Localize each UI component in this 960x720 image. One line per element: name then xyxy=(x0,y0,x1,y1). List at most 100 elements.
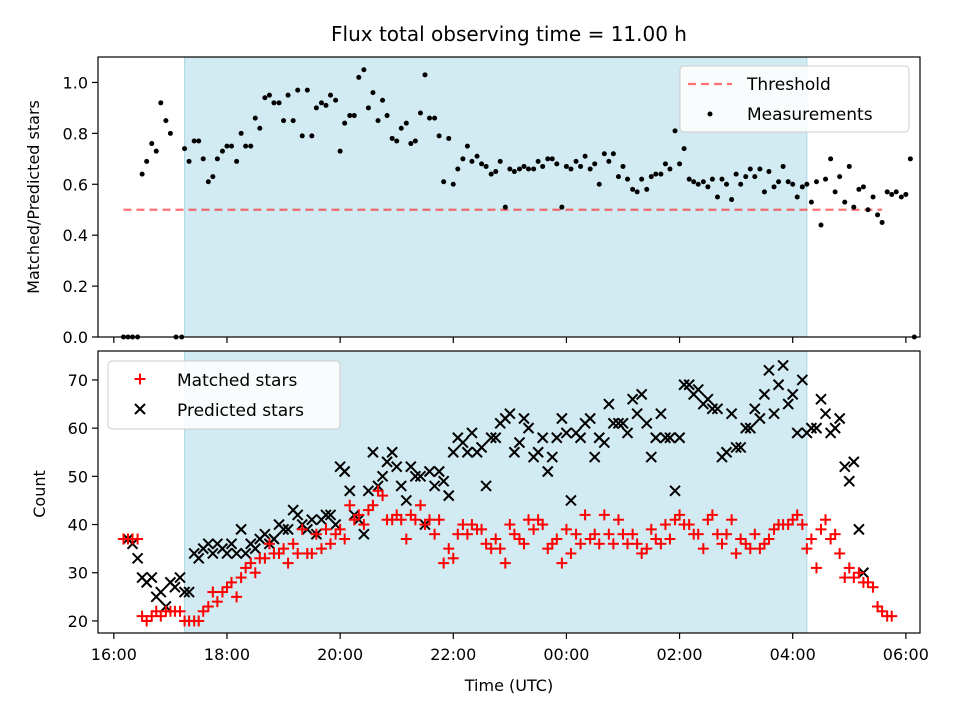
legend-measurements-swatch xyxy=(707,111,713,117)
measurement-point xyxy=(658,171,664,177)
matched-point xyxy=(749,528,761,540)
matched-point xyxy=(344,499,356,511)
top-legend-box xyxy=(679,65,910,133)
measurement-point xyxy=(200,156,206,162)
measurement-point xyxy=(182,146,188,152)
measurement-point xyxy=(163,118,169,124)
measurement-point xyxy=(776,179,782,185)
matched-point xyxy=(556,557,568,569)
predicted-point xyxy=(381,456,393,468)
bottom-panel: 20 30 40 50 60 70 16:00 18:00 20:00 22:00 00:00 02… xyxy=(30,350,929,695)
predicted-point xyxy=(282,523,294,536)
measurement-point xyxy=(648,174,654,180)
measurement-point xyxy=(323,102,329,108)
matched-point xyxy=(367,499,379,511)
measurement-point xyxy=(196,138,202,144)
measurement-point xyxy=(653,171,659,177)
measurement-point xyxy=(337,148,343,154)
y-tick-label: 0.2 xyxy=(63,277,88,296)
matched-point xyxy=(617,528,629,540)
predicted-point xyxy=(239,547,252,560)
measurement-point xyxy=(691,179,697,185)
measurement-point xyxy=(469,158,475,164)
measurement-point xyxy=(412,138,418,144)
matched-point xyxy=(141,615,153,627)
bottom-matched-points xyxy=(117,485,898,627)
matched-point xyxy=(683,519,695,531)
matched-point xyxy=(306,547,318,559)
measurement-point xyxy=(884,189,890,195)
matched-point xyxy=(834,547,846,559)
measurement-point xyxy=(464,143,470,149)
measurement-point xyxy=(285,92,291,98)
matched-point xyxy=(692,528,704,540)
measurement-point xyxy=(139,171,145,177)
matched-point xyxy=(438,557,450,569)
measurement-point xyxy=(446,135,452,141)
bottom-x-ticks: 16:00 18:00 20:00 22:00 00:00 02:00 04:00 06:00 xyxy=(91,633,929,664)
matched-point xyxy=(287,538,299,550)
bottom-y-ticks: 20 30 40 50 60 70 xyxy=(68,371,98,631)
predicted-point xyxy=(428,480,441,492)
predicted-point xyxy=(207,547,219,560)
x-tick-label: 00:00 xyxy=(543,645,589,664)
matched-point xyxy=(193,615,205,627)
predicted-point xyxy=(386,446,398,458)
predicted-point xyxy=(740,422,752,434)
measurement-point xyxy=(229,143,235,149)
matched-point xyxy=(627,528,639,540)
matched-point xyxy=(207,586,219,598)
measurement-point xyxy=(526,166,532,172)
legend-predicted-label: Predicted stars xyxy=(177,401,304,421)
legend-threshold-label: Threshold xyxy=(746,75,831,95)
legend-matched-marker xyxy=(134,373,146,385)
legend-measurements-label: Measurements xyxy=(747,105,873,125)
predicted-point xyxy=(192,552,205,564)
matched-point xyxy=(721,528,733,540)
y-tick-label: 0.6 xyxy=(63,175,88,194)
predicted-point xyxy=(169,581,181,593)
predicted-point xyxy=(720,446,733,458)
top-axes-frame xyxy=(97,56,921,338)
measurement-point xyxy=(545,156,551,162)
predicted-point xyxy=(443,489,455,502)
matched-point xyxy=(414,499,426,511)
matched-point xyxy=(197,605,209,617)
predicted-point xyxy=(763,364,775,376)
measurement-point xyxy=(441,179,447,185)
measurement-point xyxy=(365,105,371,111)
measurement-point xyxy=(677,161,683,167)
predicted-point xyxy=(584,412,596,425)
predicted-point xyxy=(400,494,413,507)
measurement-point xyxy=(507,166,513,172)
matched-point xyxy=(409,514,421,526)
x-tick-label: 20:00 xyxy=(317,645,363,664)
measurement-point xyxy=(417,110,423,116)
measurement-point xyxy=(828,156,834,162)
matched-point xyxy=(810,562,822,574)
matched-point xyxy=(815,523,827,535)
measurement-point xyxy=(144,158,150,164)
predicted-point xyxy=(423,465,436,478)
predicted-point xyxy=(754,412,766,425)
predicted-point xyxy=(390,460,403,473)
matched-point xyxy=(452,528,464,540)
measurement-point xyxy=(304,87,310,93)
matched-point xyxy=(641,543,653,555)
measurement-point xyxy=(248,143,254,149)
matched-point xyxy=(726,514,738,526)
predicted-point xyxy=(376,470,389,483)
matched-point xyxy=(400,533,412,545)
measurement-point xyxy=(587,166,593,172)
y-tick-label: 1.0 xyxy=(63,73,88,92)
predicted-point xyxy=(475,441,488,454)
predicted-point xyxy=(457,436,469,449)
measurement-point xyxy=(757,166,763,172)
measurement-point xyxy=(474,153,480,159)
measurement-point xyxy=(295,87,301,93)
measurement-point xyxy=(578,163,584,169)
matched-point xyxy=(603,528,615,540)
matched-point xyxy=(447,552,459,564)
measurement-point xyxy=(186,158,192,164)
matched-point xyxy=(358,519,370,531)
